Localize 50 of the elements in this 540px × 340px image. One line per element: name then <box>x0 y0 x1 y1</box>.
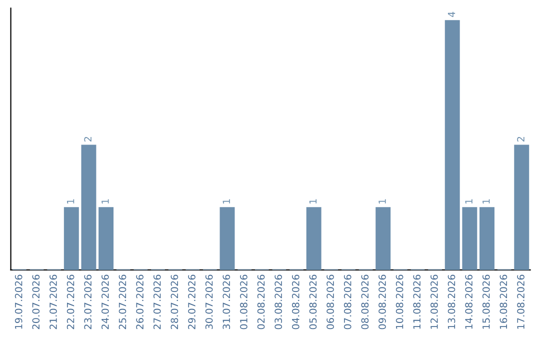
x-tick-label: 12.08.2026 <box>430 274 438 329</box>
x-tick-label: 04.08.2026 <box>292 274 300 330</box>
x-tick-label: 01.08.2026 <box>240 274 248 330</box>
x-tick-label: 14.08.2026 <box>465 274 472 329</box>
x-tick-label: 11.08.2026 <box>413 274 421 329</box>
bar <box>462 207 478 270</box>
data-label: 1 <box>482 199 490 204</box>
data-label: 1 <box>102 199 109 204</box>
x-tick-label: 27.07.2026 <box>153 274 161 330</box>
x-tick-label: 31.07.2026 <box>222 274 230 330</box>
data-label: 1 <box>378 199 386 204</box>
data-label: 1 <box>222 199 230 204</box>
x-tick-label: 02.08.2026 <box>257 274 265 330</box>
data-label: 1 <box>309 199 317 204</box>
x-tick-label: 05.08.2026 <box>309 274 317 330</box>
x-tick-label: 09.08.2026 <box>378 274 386 330</box>
bar <box>306 207 322 270</box>
x-tick-label: 21.07.2026 <box>50 274 57 330</box>
x-tick-label: 22.07.2026 <box>66 274 74 330</box>
data-label: 1 <box>67 199 74 204</box>
x-tick-label: 25.07.2026 <box>118 274 126 330</box>
x-tick-label: 26.07.2026 <box>136 274 144 330</box>
x-tick-label: 30.07.2026 <box>205 274 213 330</box>
x-tick-label: 19.07.2026 <box>14 274 22 329</box>
bar <box>81 144 96 270</box>
x-tick-label: 23.07.2026 <box>84 274 92 330</box>
x-tick-label: 13.08.2026 <box>448 274 456 329</box>
x-tick-label: 10.08.2026 <box>396 274 404 329</box>
bar <box>64 207 79 270</box>
bar <box>98 207 114 270</box>
x-tick-label: 07.08.2026 <box>344 274 352 330</box>
bar <box>514 144 530 270</box>
data-label: 1 <box>465 199 472 204</box>
data-label: 4 <box>448 12 456 18</box>
x-tick-label: 06.08.2026 <box>326 274 334 330</box>
x-tick-label: 03.08.2026 <box>274 274 282 330</box>
x-tick-label: 16.08.2026 <box>500 274 508 329</box>
bar <box>376 207 391 270</box>
data-label: 2 <box>84 136 92 142</box>
bar <box>444 20 460 270</box>
x-tick-label: 24.07.2026 <box>102 274 109 330</box>
x-tick-label: 29.07.2026 <box>188 274 196 330</box>
x-tick-label: 15.08.2026 <box>482 274 490 329</box>
bar <box>220 207 235 270</box>
x-tick-label: 17.08.2026 <box>517 274 524 329</box>
bar <box>480 207 494 270</box>
x-tick-label: 08.08.2026 <box>361 274 369 330</box>
data-label: 2 <box>517 136 524 142</box>
x-tick-label: 28.07.2026 <box>170 274 178 330</box>
x-tick-label: 20.07.2026 <box>32 274 40 330</box>
